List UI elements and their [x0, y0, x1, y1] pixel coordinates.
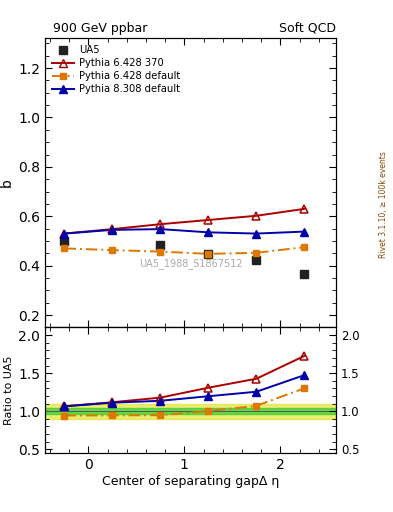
Text: 900 GeV ppbar: 900 GeV ppbar	[53, 22, 147, 35]
Bar	[45, 408, 336, 414]
X-axis label: Center of separating gapΔ η: Center of separating gapΔ η	[102, 475, 279, 488]
Text: Soft QCD: Soft QCD	[279, 22, 336, 35]
Text: Rivet 3.1.10, ≥ 100k events: Rivet 3.1.10, ≥ 100k events	[379, 152, 387, 258]
Y-axis label: b: b	[0, 179, 14, 187]
Legend: UA5, Pythia 6.428 370, Pythia 6.428 default, Pythia 8.308 default: UA5, Pythia 6.428 370, Pythia 6.428 defa…	[48, 41, 184, 98]
Y-axis label: Ratio to UA5: Ratio to UA5	[4, 355, 14, 425]
Bar	[45, 403, 336, 419]
Text: UA5_1988_S1867512: UA5_1988_S1867512	[139, 259, 242, 269]
